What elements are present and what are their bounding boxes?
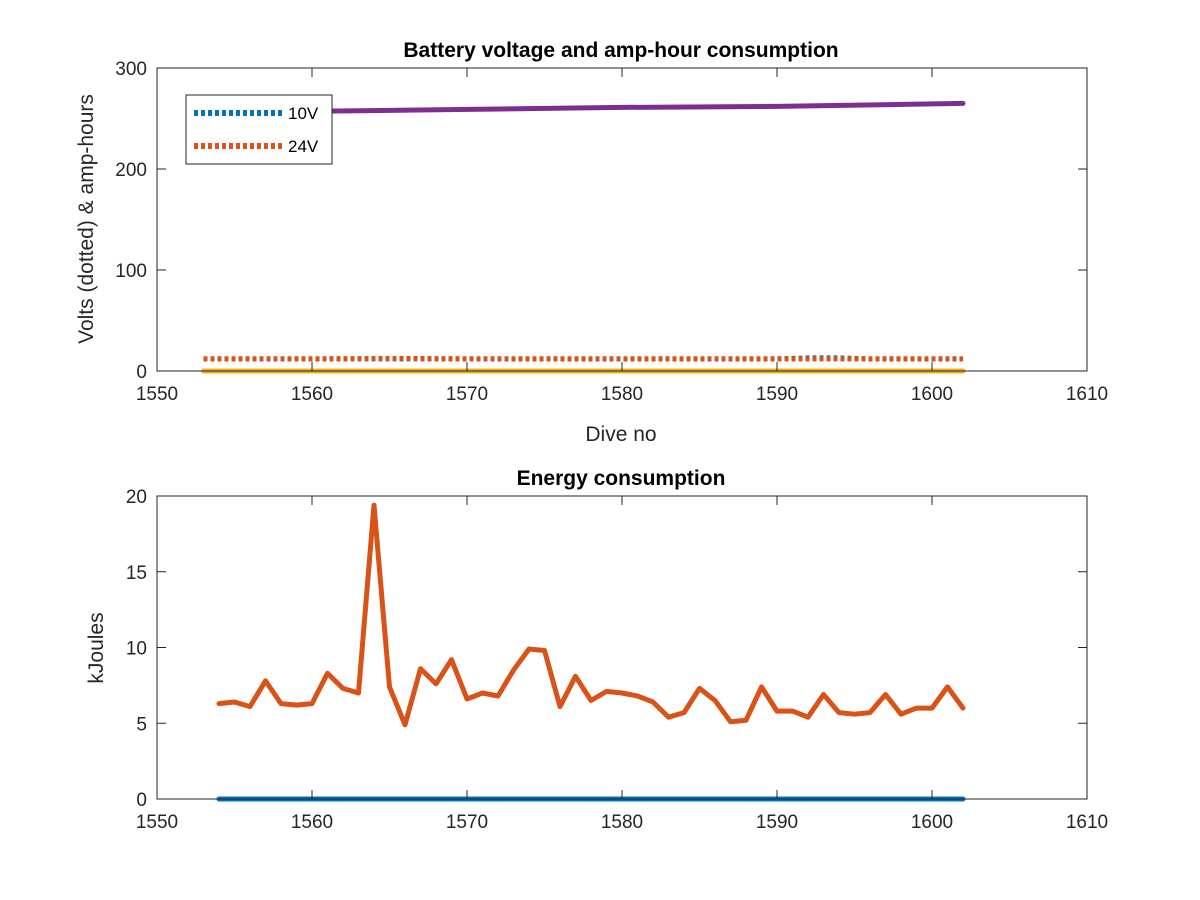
y-tick-label: 300 — [115, 59, 147, 80]
y-tick-label: 200 — [115, 160, 147, 181]
legend-box — [185, 94, 333, 165]
x-tick-label: 1560 — [291, 384, 333, 405]
y-tick-label: 5 — [136, 714, 147, 735]
battery-ticks: 1550 1560 1570 1580 1590 1600 1610 0 100 200 300 — [115, 59, 1108, 405]
y-tick-label: 15 — [126, 563, 147, 584]
battery-chart-xlabel: Dive no — [585, 423, 656, 446]
legend-label-10v: 10V — [288, 104, 319, 123]
y-tick-label: 0 — [136, 790, 147, 811]
y-tick-label: 100 — [115, 261, 147, 282]
energy-series-line-0 — [216, 502, 966, 728]
x-tick-label: 1580 — [601, 384, 643, 405]
x-tick-label: 1600 — [911, 384, 953, 405]
x-tick-label: 1570 — [446, 384, 488, 405]
energy-chart-title: Energy consumption — [517, 467, 726, 490]
battery-chart-ylabel: Volts (dotted) & amp-hours — [75, 94, 98, 344]
x-tick-label: 1570 — [446, 812, 488, 833]
x-tick-label: 1590 — [756, 384, 798, 405]
x-tick-label: 1610 — [1066, 812, 1108, 833]
x-tick-label: 1550 — [136, 812, 178, 833]
energy-chart-ylabel: kJoules — [85, 612, 108, 683]
legend-label-24v: 24V — [288, 137, 319, 156]
x-tick-label: 1590 — [756, 812, 798, 833]
y-tick-label: 20 — [126, 487, 147, 508]
battery-series-line-1 — [203, 355, 963, 362]
x-tick-label: 1560 — [291, 812, 333, 833]
legend: 10V 24V — [185, 94, 333, 165]
y-tick-label: 10 — [126, 639, 147, 660]
x-tick-label: 1600 — [911, 812, 953, 833]
energy-ticks: 1550 1560 1570 1580 1590 1600 1610 0 5 10 15 20 — [126, 487, 1108, 833]
battery-chart: Battery voltage and amp-hour consumption… — [75, 39, 1108, 446]
y-tick-label: 0 — [136, 362, 147, 383]
battery-chart-title: Battery voltage and amp-hour consumption — [403, 39, 838, 62]
x-tick-label: 1580 — [601, 812, 643, 833]
energy-chart: Energy consumption kJoules 1550 1560 1570 1… — [85, 467, 1108, 833]
x-tick-label: 1550 — [136, 384, 178, 405]
x-tick-label: 1610 — [1066, 384, 1108, 405]
